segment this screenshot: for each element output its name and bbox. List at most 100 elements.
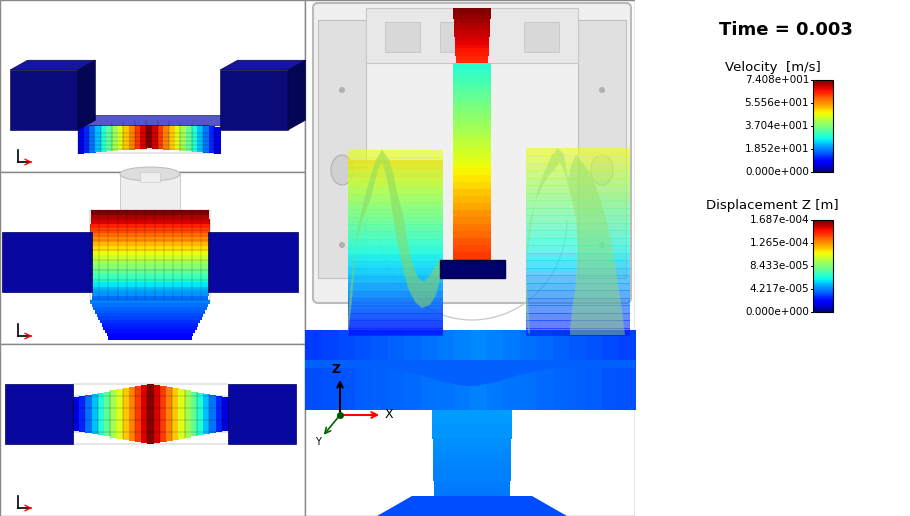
Bar: [524, 22, 559, 52]
Bar: [813, 221, 833, 222]
Bar: [813, 222, 833, 223]
Bar: [813, 88, 833, 90]
Bar: [813, 80, 833, 82]
Bar: [813, 158, 833, 159]
Bar: [454, 23, 490, 26]
Bar: [366, 8, 578, 63]
Bar: [526, 193, 630, 201]
Bar: [197, 393, 204, 436]
Bar: [453, 175, 491, 183]
Bar: [813, 120, 833, 121]
Bar: [453, 98, 491, 105]
Bar: [813, 113, 833, 115]
Bar: [813, 154, 833, 156]
Bar: [526, 313, 630, 321]
Bar: [813, 265, 833, 266]
Bar: [813, 266, 833, 267]
Text: 8.433e-005: 8.433e-005: [749, 261, 809, 271]
Bar: [813, 239, 833, 241]
Bar: [453, 330, 471, 360]
Bar: [813, 93, 833, 94]
Bar: [813, 283, 833, 285]
Bar: [348, 239, 443, 247]
Bar: [348, 160, 443, 169]
Bar: [348, 309, 443, 317]
Bar: [90, 300, 210, 304]
Bar: [813, 278, 833, 279]
Bar: [526, 215, 630, 224]
Bar: [222, 397, 228, 431]
Bar: [98, 316, 202, 320]
Bar: [813, 271, 833, 273]
Bar: [813, 143, 833, 145]
Bar: [813, 87, 833, 88]
Bar: [526, 305, 630, 314]
Bar: [813, 302, 833, 303]
Bar: [813, 294, 833, 295]
Bar: [813, 131, 833, 132]
Text: 1.265e-004: 1.265e-004: [749, 238, 809, 248]
Bar: [453, 182, 491, 189]
Bar: [813, 86, 833, 87]
Bar: [813, 165, 833, 166]
Bar: [813, 103, 833, 104]
Bar: [813, 90, 833, 91]
Bar: [813, 94, 833, 95]
Bar: [526, 275, 630, 284]
Bar: [813, 255, 833, 256]
Bar: [813, 105, 833, 106]
Bar: [117, 122, 124, 151]
Bar: [453, 189, 491, 197]
Bar: [813, 304, 833, 306]
Bar: [453, 147, 491, 154]
Bar: [552, 360, 570, 410]
Bar: [813, 233, 833, 234]
Text: 0.000e+000: 0.000e+000: [745, 307, 809, 317]
Bar: [348, 246, 443, 254]
Bar: [92, 394, 98, 434]
Bar: [813, 125, 833, 126]
Bar: [813, 128, 833, 130]
Bar: [813, 224, 833, 226]
Bar: [813, 289, 833, 291]
Bar: [348, 169, 443, 178]
Bar: [526, 155, 630, 164]
Bar: [437, 330, 454, 360]
Bar: [619, 330, 636, 360]
Bar: [813, 142, 833, 144]
Bar: [348, 248, 443, 256]
Bar: [305, 330, 322, 360]
Text: 1.852e+001: 1.852e+001: [744, 144, 809, 154]
Bar: [813, 147, 833, 149]
Polygon shape: [78, 116, 237, 125]
Text: 3.704e+001: 3.704e+001: [744, 121, 809, 131]
Bar: [813, 261, 833, 262]
Bar: [520, 330, 537, 360]
Bar: [813, 171, 833, 172]
Bar: [813, 101, 833, 103]
Bar: [169, 122, 175, 150]
Bar: [197, 125, 204, 152]
Bar: [453, 91, 491, 99]
Ellipse shape: [331, 155, 353, 185]
Bar: [453, 224, 491, 232]
Bar: [348, 195, 443, 203]
Bar: [89, 125, 96, 153]
Bar: [90, 219, 209, 224]
Bar: [813, 162, 833, 163]
Bar: [813, 169, 833, 171]
Bar: [453, 140, 491, 148]
Bar: [228, 384, 296, 444]
Bar: [813, 284, 833, 286]
Bar: [602, 360, 620, 410]
Bar: [813, 308, 833, 309]
Bar: [813, 146, 833, 147]
Bar: [813, 263, 833, 265]
Bar: [813, 95, 833, 96]
Bar: [348, 291, 443, 300]
Text: Z: Z: [332, 363, 341, 376]
Bar: [813, 245, 833, 246]
Bar: [434, 488, 511, 495]
Bar: [813, 109, 833, 111]
Bar: [813, 92, 833, 93]
